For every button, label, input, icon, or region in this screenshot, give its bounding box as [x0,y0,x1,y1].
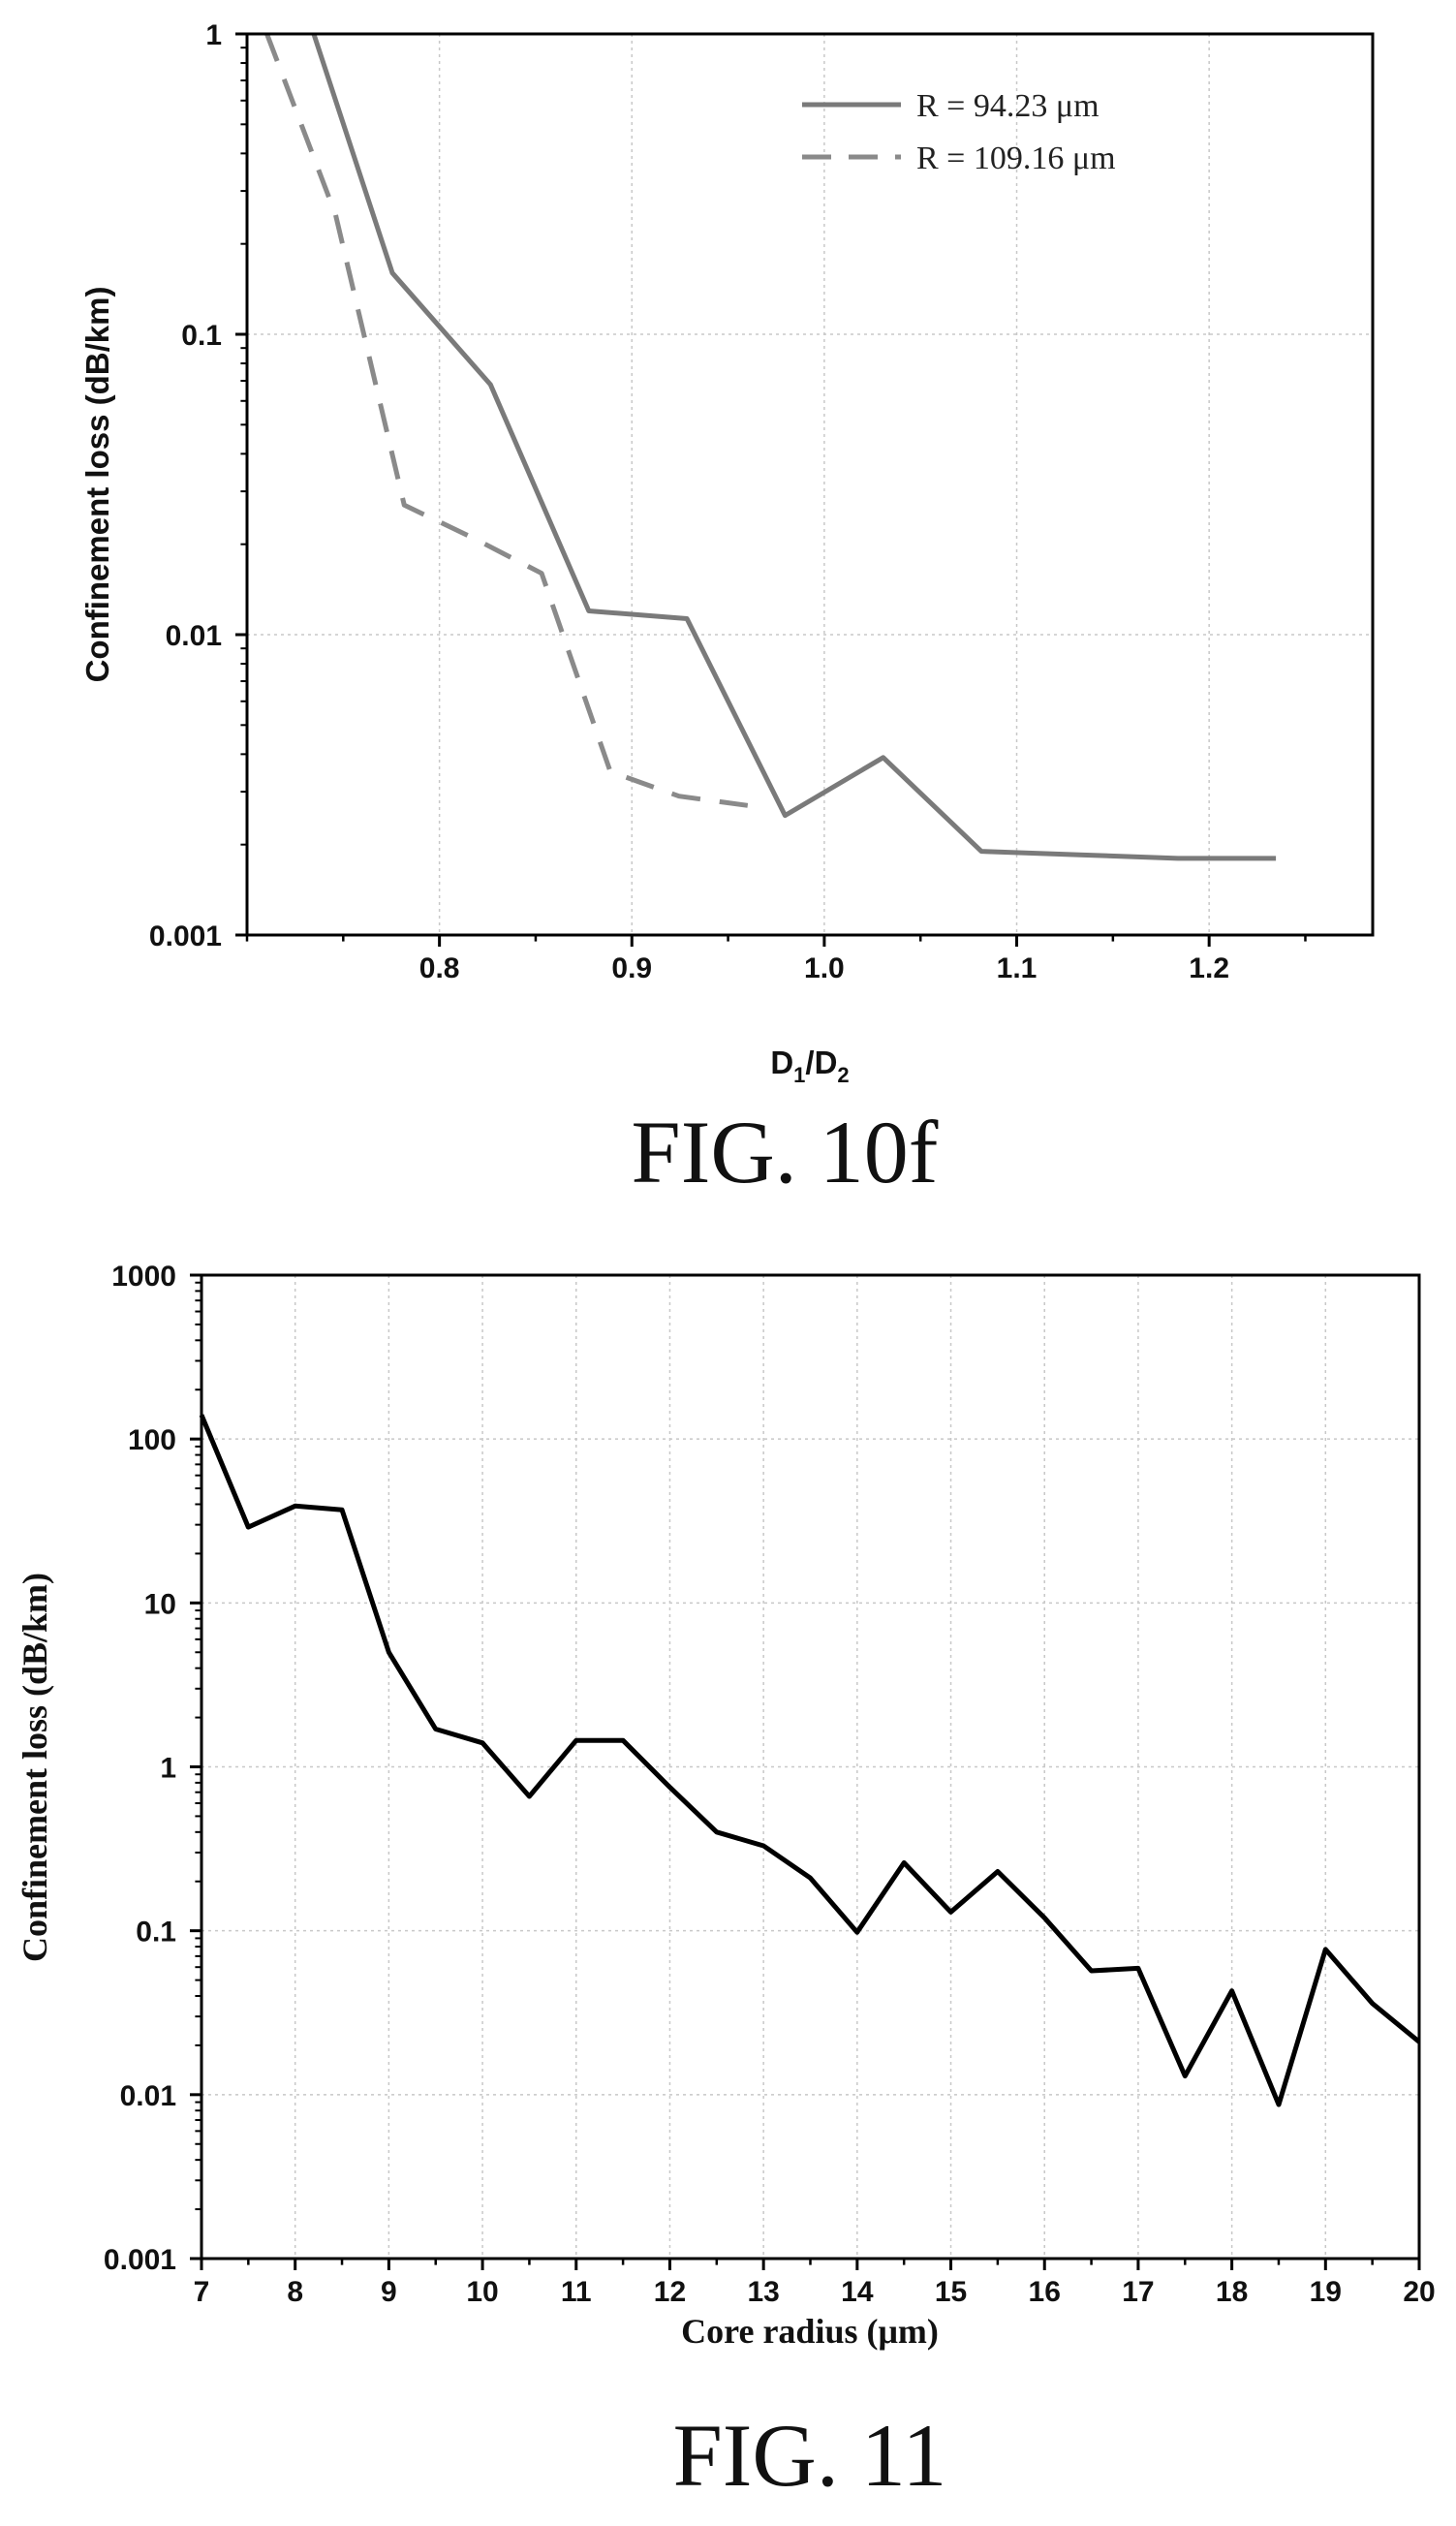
x-tick-label: 9 [381,2276,397,2308]
x-tick-label: 13 [747,2276,779,2308]
x-tick-label: 15 [935,2276,967,2308]
y-tick-label: 1 [205,19,222,51]
x-tick-label: 8 [287,2276,303,2308]
x-tick-label: 1.1 [997,952,1038,984]
x-tick-label: 1.0 [804,952,845,984]
x-tick-label: 16 [1029,2276,1061,2308]
plot-frame [245,32,1375,937]
y-tick-label: 100 [128,1424,176,1456]
x-tick-label: 10 [466,2276,498,2308]
figure-caption: FIG. 10f [632,1103,939,1201]
x-tick-label: 20 [1403,2276,1435,2308]
ticks: 0.8 0.9 1.0 1.1 1.2 0.001 0.01 0.1 1 [149,19,1307,984]
x-tick-label: 18 [1216,2276,1248,2308]
ticks: 7 8 9 10 11 12 13 14 15 16 17 18 19 20 0.001 0.01 0.1 1 10… [104,1261,1436,2308]
legend: R = 94.23 μm R = 109.16 μm [802,88,1116,176]
y-tick-label: 0.001 [149,920,222,952]
series-group [264,33,1277,861]
x-tick-label: 1.2 [1189,952,1229,984]
legend-label-r-109: R = 109.16 μm [916,140,1116,176]
y-tick-label: 1 [160,1753,176,1785]
chart-fig-11: 7 8 9 10 11 12 13 14 15 16 17 18 19 20 0.001 0.01 0.1 1 10… [15,1261,1436,2505]
y-axis-title: Confinement loss (dB/km) [15,1573,54,1962]
series-line-1 [199,1414,1421,2107]
series-line-2 [264,33,749,808]
y-tick-label: 0.1 [136,1917,176,1949]
series-line-1 [311,33,1277,861]
x-tick-label: 11 [561,2276,592,2308]
y-tick-label: 0.01 [166,620,222,652]
legend-label-r-94: R = 94.23 μm [916,88,1100,124]
y-tick-label: 0.1 [181,320,222,352]
figure-caption: FIG. 11 [673,2406,947,2505]
y-tick-label: 0.001 [104,2244,176,2276]
y-tick-label: 0.01 [120,2080,176,2112]
x-axis-title: D1/D2 [770,1045,849,1087]
x-axis-title: Core radius (μm) [681,2312,939,2351]
x-tick-label: 0.8 [419,952,460,984]
x-tick-label: 14 [841,2276,874,2308]
x-tick-label: 19 [1310,2276,1342,2308]
series-group [199,1414,1421,2107]
x-tick-label: 7 [194,2276,210,2308]
y-tick-label: 10 [144,1588,176,1620]
x-tick-label: 12 [654,2276,686,2308]
chart-fig-10f: 0.8 0.9 1.0 1.1 1.2 0.001 0.01 0.1 1 R = 94.23 μ… [79,19,1375,1201]
y-axis-title: Confinement loss (dB/km) [79,287,115,683]
x-tick-label: 17 [1122,2276,1154,2308]
y-tick-label: 1000 [111,1261,176,1293]
x-tick-label: 0.9 [611,952,652,984]
